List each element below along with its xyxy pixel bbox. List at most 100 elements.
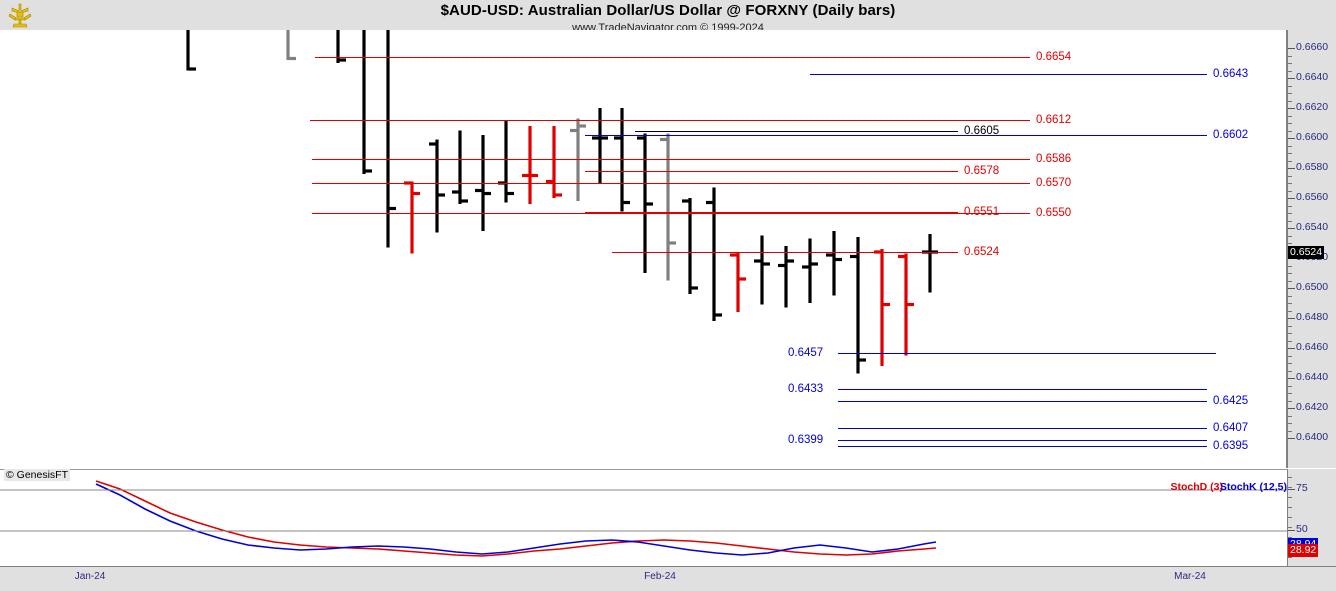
- indicator-axis-minor-tick: [1288, 557, 1292, 558]
- price-level-label: 0.6399: [788, 433, 824, 446]
- ohlc-bar: [850, 237, 866, 374]
- ohlc-bar: [498, 120, 514, 203]
- price-chart-pane[interactable]: 0.6654 0.6643 0.6612 0.6605 0.6602 0.6586 0.65…: [0, 30, 1287, 468]
- price-axis-label: 0.6620: [1296, 101, 1329, 113]
- price-level-label: 0.6407: [1213, 421, 1249, 434]
- ohlc-bar: [362, 30, 372, 174]
- price-axis-minor-tick: [1288, 430, 1292, 432]
- price-axis-minor-tick: [1288, 303, 1292, 304]
- price-axis-minor-tick: [1288, 415, 1292, 417]
- price-level-line: [838, 445, 1207, 447]
- ohlc-bar: [186, 30, 196, 71]
- price-axis-label: 0.6660: [1296, 41, 1329, 53]
- price-level-label: 0.6395: [1213, 439, 1249, 452]
- price-axis-tick: [1288, 78, 1295, 79]
- price-axis-minor-tick: [1288, 273, 1292, 274]
- price-axis-minor-tick: [1288, 160, 1292, 162]
- surveyor-transit-logo-icon: [6, 2, 34, 28]
- price-axis-label: 0.6560: [1296, 191, 1329, 203]
- price-level-line: [585, 135, 1207, 136]
- price-axis-minor-tick: [1288, 205, 1292, 207]
- chart-header: $AUD-USD: Australian Dollar/US Dollar @ …: [0, 0, 1336, 34]
- ohlc-bar: [286, 30, 296, 61]
- date-axis[interactable]: Jan-24 Feb-24 Mar-24: [0, 566, 1336, 591]
- price-axis-minor-tick: [1288, 175, 1292, 177]
- price-level-line: [312, 183, 1030, 184]
- price-axis-minor-tick: [1288, 340, 1292, 342]
- price-axis-label: 0.6440: [1296, 371, 1329, 383]
- ohlc-bar: [637, 133, 653, 273]
- price-level-label: 0.6643: [1213, 67, 1249, 80]
- price-level-line: [312, 213, 1030, 214]
- price-axis-label: 0.6580: [1296, 161, 1329, 173]
- price-axis-minor-tick: [1288, 370, 1292, 372]
- price-axis-minor-tick: [1288, 385, 1292, 387]
- indicator-axis-minor-tick: [1288, 487, 1292, 488]
- price-axis-minor-tick: [1288, 153, 1292, 154]
- date-axis-label: Feb-24: [644, 571, 676, 582]
- indicator-axis-label: 50: [1296, 523, 1308, 535]
- ohlc-bar: [778, 246, 794, 308]
- price-level-line: [838, 352, 1216, 354]
- price-level-label: 0.6586: [1036, 153, 1072, 165]
- price-axis-tick: [1288, 408, 1295, 409]
- ohlc-bar: [754, 235, 770, 305]
- price-axis-minor-tick: [1288, 85, 1292, 87]
- price-level-label: 0.6425: [1213, 394, 1249, 407]
- price-axis-tick: [1288, 348, 1295, 349]
- date-axis-label: Mar-24: [1174, 571, 1206, 582]
- price-axis-tick: [1288, 168, 1295, 169]
- price-level-label: 0.6578: [964, 165, 1000, 177]
- page-title: $AUD-USD: Australian Dollar/US Dollar @ …: [440, 2, 896, 19]
- price-level-line: [838, 400, 1207, 402]
- price-level-line: [612, 252, 958, 253]
- stochastic-indicator-pane[interactable]: StochD (3) StochK (12,5): [0, 469, 1287, 566]
- price-axis-tick: [1288, 438, 1295, 439]
- price-level-line: [635, 130, 958, 132]
- price-level-label: 0.6570: [1036, 177, 1072, 189]
- price-axis-tick: [1288, 318, 1295, 319]
- ohlc-bar: [429, 139, 445, 233]
- price-axis-minor-tick: [1288, 235, 1292, 237]
- ohlc-bar: [826, 231, 842, 296]
- ohlc-bar: [452, 130, 468, 204]
- indicator-axis-minor-tick: [1288, 527, 1292, 528]
- price-level-line: [838, 427, 1207, 429]
- stoch-d-legend: StochD (3): [1170, 481, 1224, 493]
- price-axis-tick: [1288, 138, 1295, 139]
- price-axis-label: 0.6400: [1296, 431, 1329, 443]
- stoch-d-value-badge: 28.92: [1288, 544, 1319, 557]
- price-axis-minor-tick: [1288, 355, 1292, 357]
- price-axis-minor-tick: [1288, 115, 1292, 117]
- ohlc-bar: [404, 181, 420, 254]
- ohlc-bar: [386, 30, 396, 248]
- price-level-label: 0.6605: [964, 124, 1000, 137]
- indicator-axis-minor-tick: [1288, 497, 1292, 498]
- price-axis-minor-tick: [1288, 325, 1292, 327]
- price-level-line: [315, 57, 1030, 58]
- price-level-line: [312, 159, 1030, 160]
- indicator-axis-minor-tick: [1288, 517, 1292, 518]
- price-level-label: 0.6602: [1213, 129, 1249, 141]
- price-axis-label: 0.6420: [1296, 401, 1329, 413]
- ohlc-bar: [802, 238, 818, 303]
- price-axis-tick: [1288, 378, 1295, 379]
- indicator-axis-tick: [1288, 489, 1295, 490]
- price-axis-minor-tick: [1288, 220, 1292, 222]
- ohlc-bar: [660, 133, 676, 281]
- price-axis-minor-tick: [1288, 243, 1292, 244]
- price-axis-minor-tick: [1288, 265, 1292, 267]
- price-axis-label: 0.6480: [1296, 311, 1329, 323]
- price-axis-minor-tick: [1288, 280, 1292, 282]
- price-axis[interactable]: 0.6660 0.6640 0.6620 0.6600 0.6580 0.6560 0.65…: [1287, 30, 1336, 468]
- price-axis-minor-tick: [1288, 423, 1292, 424]
- price-level-label: 0.6612: [1036, 114, 1072, 126]
- price-level-label: 0.6550: [1036, 207, 1072, 219]
- price-level-line: [838, 388, 1207, 390]
- price-level-label: 0.6654: [1036, 51, 1072, 63]
- copyright-label: © GenesisFT: [4, 469, 71, 481]
- price-axis-minor-tick: [1288, 145, 1292, 147]
- indicator-axis-tick: [1288, 530, 1295, 531]
